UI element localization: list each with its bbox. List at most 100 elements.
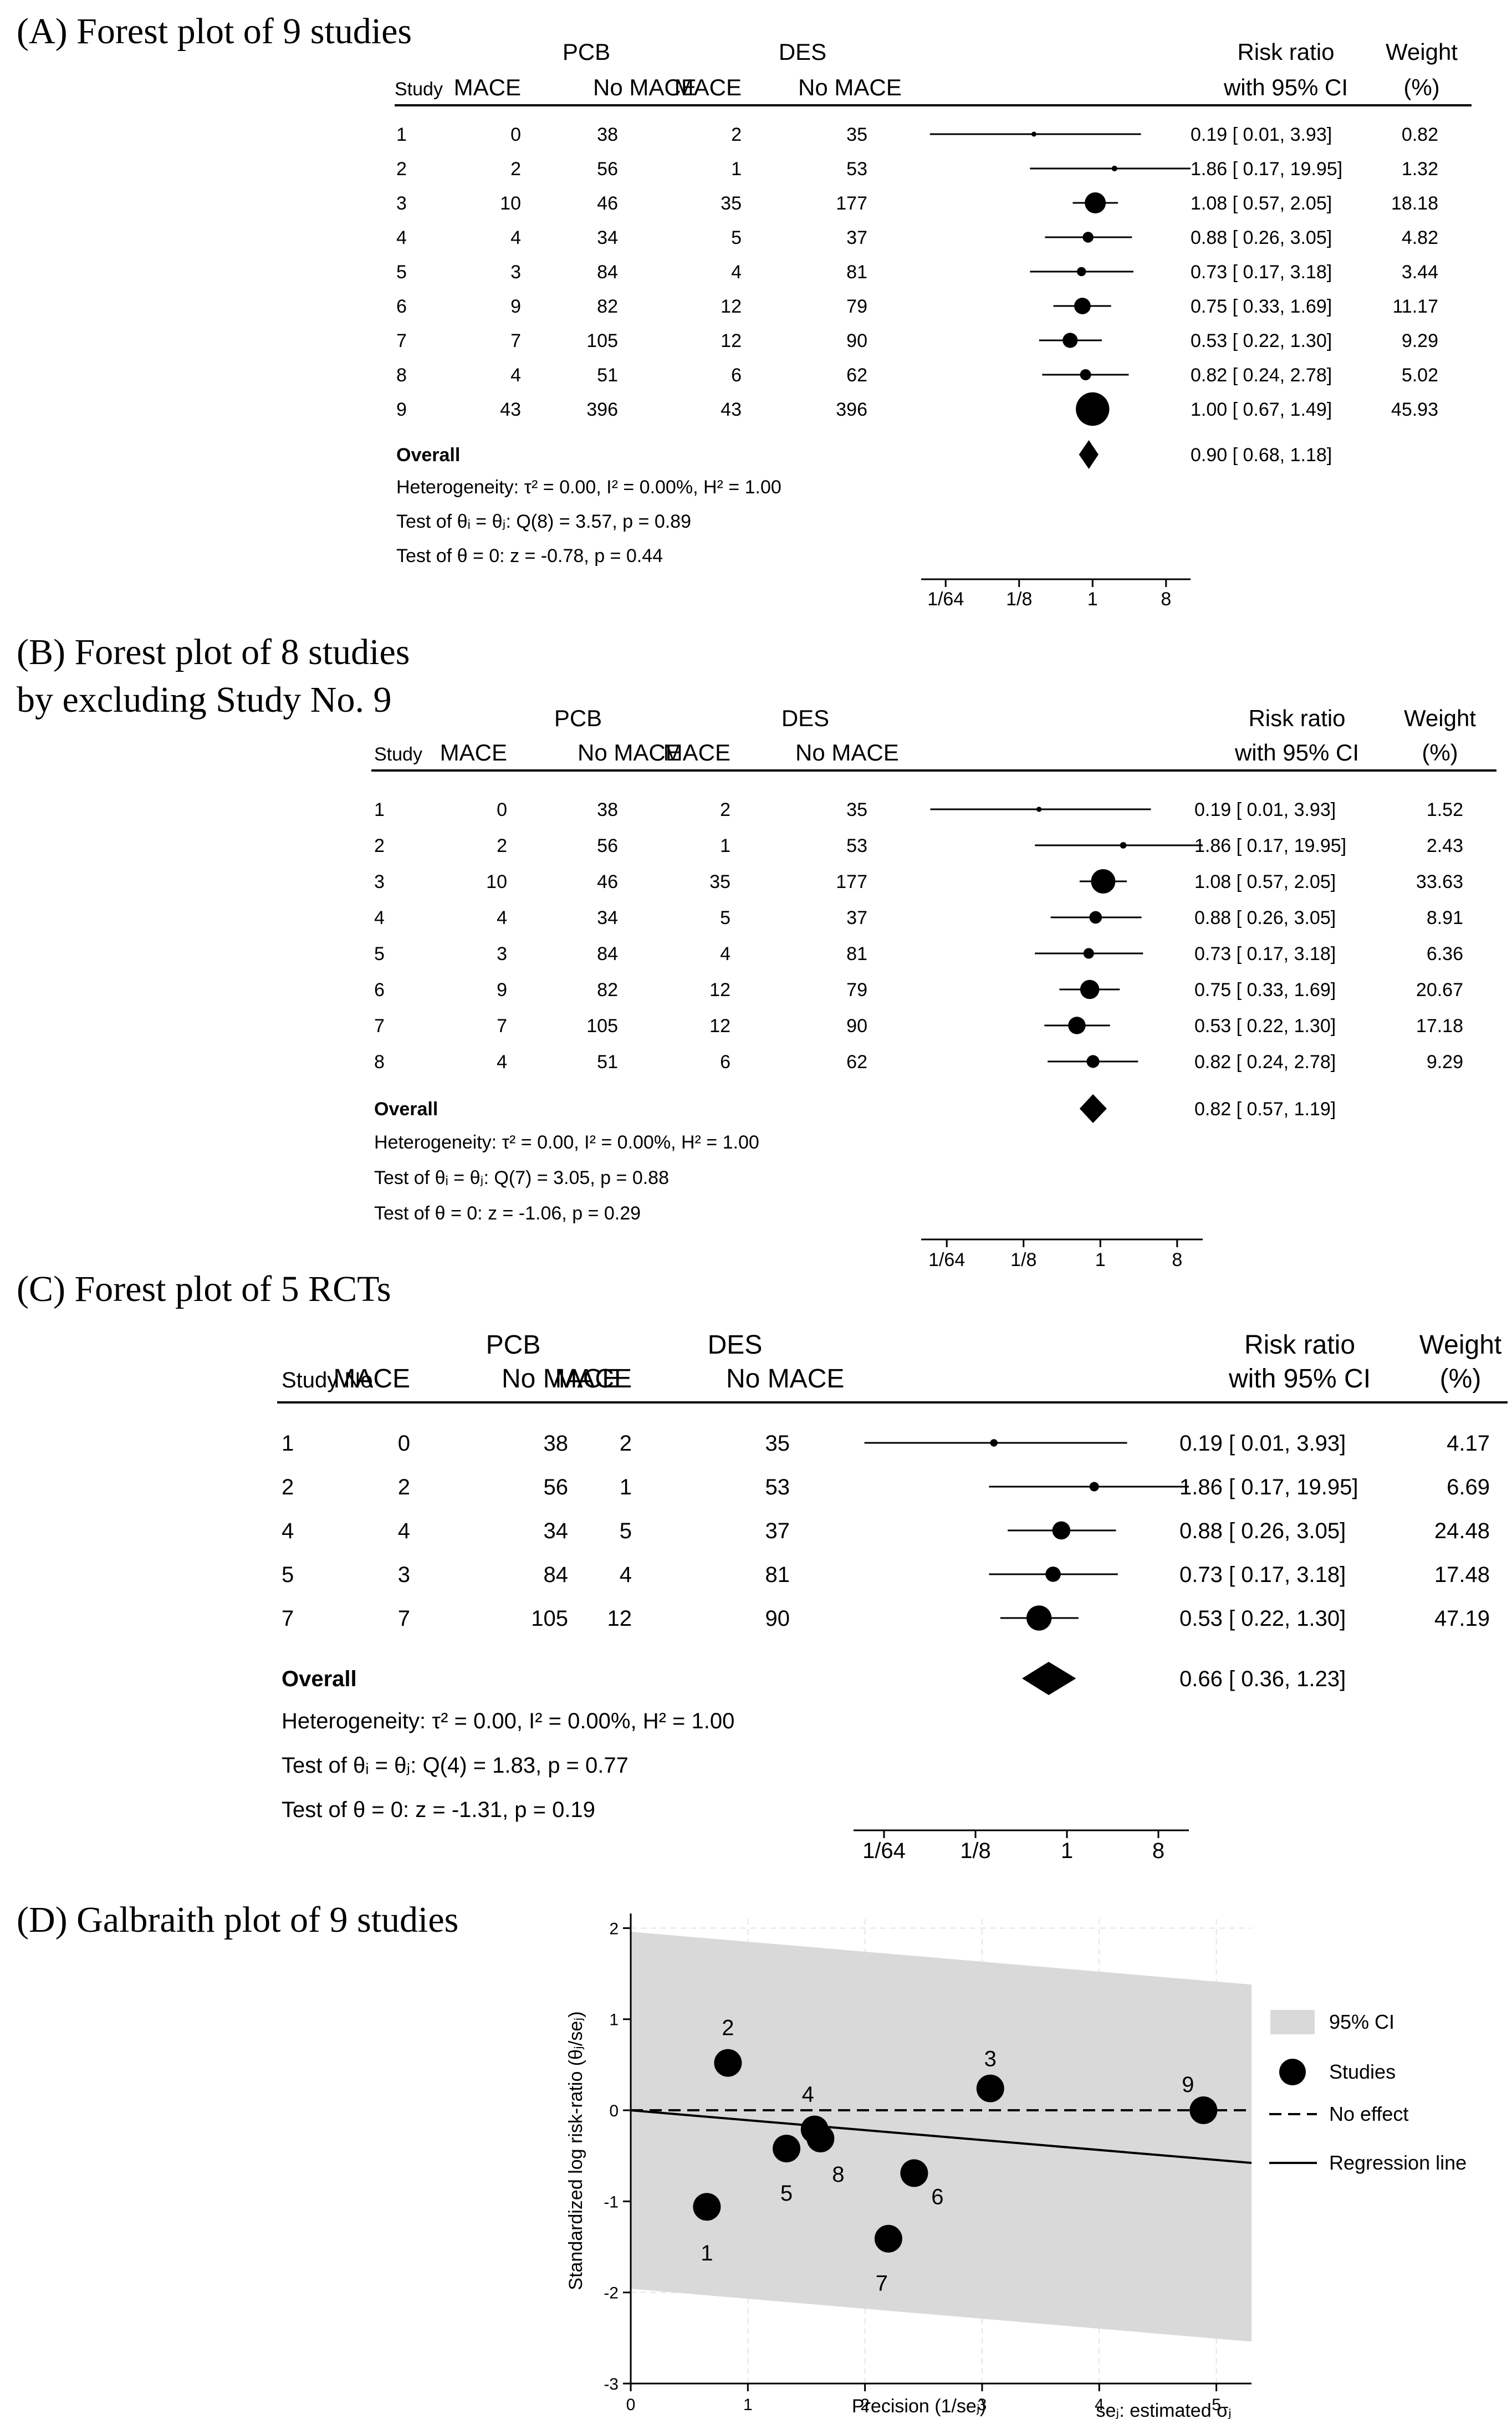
pcb-no-mace-value: 51	[597, 1052, 618, 1073]
weight-value: 24.48	[1434, 1519, 1490, 1543]
pcb-no-mace-value: 82	[597, 296, 618, 317]
point-estimate-marker	[1111, 165, 1117, 172]
des-mace-value: 1	[731, 159, 742, 180]
risk-ratio-header: Risk ratio	[1248, 705, 1345, 731]
weight-header: Weight	[1404, 705, 1476, 731]
forest-panel-b: (B) Forest plot of 8 studies by excluding…	[17, 632, 1496, 1270]
des-group-header: DES	[708, 1330, 763, 1360]
des-mace-value: 35	[709, 871, 731, 892]
x-tick-label: 1/64	[927, 589, 964, 610]
des-no-mace-value: 90	[846, 1015, 867, 1037]
x-axis-label: Precision (1/seⱼ)	[852, 2396, 986, 2417]
legend: 95% CI Studies No effect Regression line	[1269, 2010, 1467, 2174]
des-no-mace-value: 62	[846, 365, 867, 386]
pcb-no-mace-header: No MACE	[593, 74, 697, 100]
legend-swatch-studies	[1279, 2059, 1306, 2085]
weight-unit-header: (%)	[1403, 74, 1439, 100]
des-mace-value: 12	[607, 1606, 632, 1631]
study-row: 1 0 38 2 35 0.19 [ 0.01, 3.93] 1.52	[374, 799, 1463, 820]
des-no-mace-value: 90	[765, 1606, 790, 1631]
des-no-mace-value: 62	[846, 1052, 867, 1073]
point-estimate-marker	[1036, 807, 1042, 812]
study-row: 6 9 82 12 79 0.75 [ 0.33, 1.69] 20.67	[374, 979, 1463, 1001]
study-id: 4	[282, 1519, 294, 1543]
pcb-mace-value: 4	[497, 907, 507, 928]
weight-value: 20.67	[1416, 979, 1463, 1001]
risk-ratio-ci-value: 0.73 [ 0.17, 3.18]	[1179, 1563, 1346, 1587]
weight-value: 3.44	[1402, 262, 1438, 283]
des-no-mace-value: 35	[846, 799, 867, 820]
des-mace-value: 4	[731, 262, 742, 283]
risk-ratio-ci-value: 0.19 [ 0.01, 3.93]	[1194, 799, 1336, 820]
risk-ratio-ci-value: 0.53 [ 0.22, 1.30]	[1179, 1606, 1346, 1631]
des-no-mace-value: 90	[846, 330, 867, 351]
pcb-no-mace-value: 105	[586, 330, 618, 351]
x-tick-label: 1	[1087, 589, 1098, 610]
weight-value: 9.29	[1402, 330, 1438, 351]
point-estimate-marker	[1089, 1482, 1099, 1492]
risk-ratio-ci-value: 1.00 [ 0.67, 1.49]	[1191, 399, 1332, 420]
study-row: 8 4 51 6 62 0.82 [ 0.24, 2.78] 5.02	[396, 365, 1438, 386]
risk-ratio-ci-value: 0.88 [ 0.26, 3.05]	[1191, 227, 1332, 248]
study-row: 6 9 82 12 79 0.75 [ 0.33, 1.69] 11.17	[396, 296, 1438, 317]
study-point	[714, 2049, 742, 2077]
study-id: 3	[396, 193, 407, 214]
study-row: 8 4 51 6 62 0.82 [ 0.24, 2.78] 9.29	[374, 1052, 1463, 1073]
panel-title-line2: by excluding Study No. 9	[17, 680, 391, 720]
study-point-label: 3	[984, 2047, 997, 2071]
risk-ratio-header: Risk ratio	[1244, 1330, 1355, 1360]
study-row: 2 2 56 1 53 1.86 [ 0.17, 19.95] 1.32	[396, 159, 1438, 180]
des-mace-value: 43	[721, 399, 742, 420]
pcb-no-mace-value: 84	[544, 1563, 569, 1587]
des-mace-value: 12	[709, 979, 731, 1001]
des-no-mace-header: No MACE	[726, 1364, 844, 1394]
pcb-no-mace-value: 34	[544, 1519, 569, 1543]
weight-value: 1.32	[1402, 159, 1438, 180]
study-column-header: Study	[374, 744, 422, 765]
des-no-mace-header: No MACE	[798, 74, 902, 100]
des-group-header: DES	[781, 705, 829, 731]
study-point-label: 2	[722, 2016, 734, 2040]
x-tick-label: 2	[860, 2396, 870, 2414]
panel-title: (B) Forest plot of 8 studies	[17, 632, 410, 672]
risk-ratio-ci-value: 1.86 [ 0.17, 19.95]	[1191, 159, 1342, 180]
legend-label: No effect	[1329, 2102, 1408, 2125]
study-point-label: 4	[802, 2083, 814, 2107]
point-estimate-marker	[1082, 232, 1094, 243]
overall-label: Overall	[374, 1099, 438, 1120]
study-id: 8	[396, 365, 407, 386]
weight-value: 45.93	[1391, 399, 1438, 420]
risk-ratio-ci-value: 0.53 [ 0.22, 1.30]	[1191, 330, 1332, 351]
pcb-no-mace-value: 56	[597, 835, 618, 856]
pcb-group-header: PCB	[486, 1330, 541, 1360]
pcb-no-mace-value: 396	[586, 399, 618, 420]
pcb-mace-value: 7	[398, 1606, 410, 1631]
des-group-header: DES	[779, 39, 826, 65]
overall-diamond	[1021, 1662, 1076, 1695]
des-mace-value: 12	[721, 330, 742, 351]
des-mace-value: 5	[720, 907, 731, 928]
study-point-label: 7	[876, 2272, 888, 2296]
study-id: 8	[374, 1052, 385, 1073]
pcb-mace-value: 0	[510, 124, 521, 145]
galbraith-panel: (D) Galbraith plot of 9 studies -3 -2 -1 0 1 2…	[17, 1900, 1467, 2419]
pcb-mace-value: 10	[500, 193, 521, 214]
des-mace-value: 2	[620, 1431, 632, 1456]
des-mace-value: 1	[620, 1475, 632, 1499]
pcb-no-mace-value: 51	[597, 365, 618, 386]
des-no-mace-value: 37	[765, 1519, 790, 1543]
x-tick-label: 1/64	[928, 1249, 965, 1270]
risk-ratio-ci-value: 0.88 [ 0.26, 3.05]	[1194, 907, 1336, 928]
pcb-no-mace-value: 105	[531, 1606, 568, 1631]
x-tick-label: 8	[1161, 589, 1171, 610]
point-estimate-marker	[1091, 869, 1116, 894]
pcb-mace-value: 43	[500, 399, 521, 420]
weight-value: 2.43	[1427, 835, 1463, 856]
weight-value: 11.17	[1392, 296, 1438, 317]
legend-label: 95% CI	[1329, 2010, 1394, 2033]
risk-ratio-ci-header: with 95% CI	[1223, 74, 1348, 100]
point-estimate-marker	[990, 1439, 998, 1447]
risk-ratio-ci-header: with 95% CI	[1234, 739, 1359, 765]
study-point	[806, 2124, 835, 2152]
des-no-mace-value: 81	[846, 262, 867, 283]
